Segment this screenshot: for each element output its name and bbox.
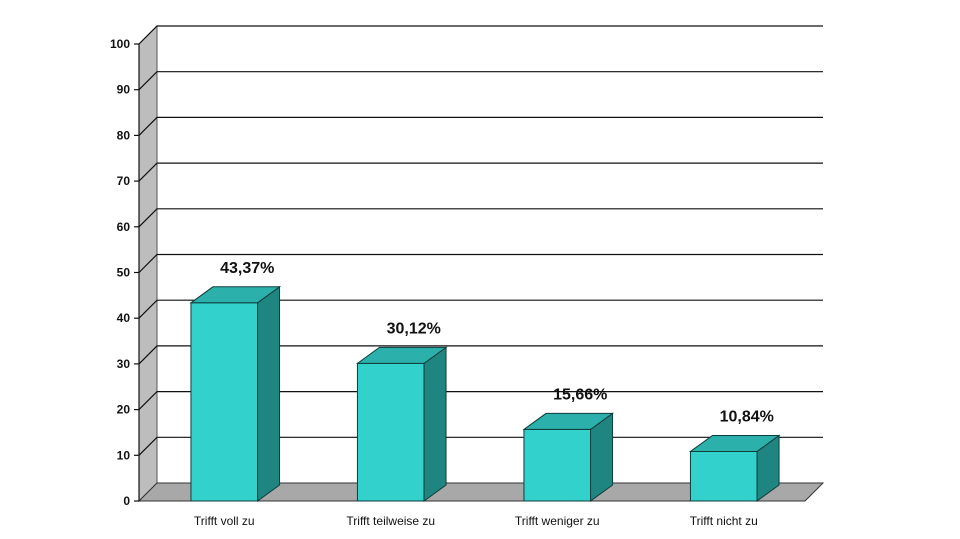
y-tick-label: 10	[117, 448, 131, 462]
gridline	[138, 116, 823, 136]
bar-front	[689, 450, 758, 502]
gridline	[138, 391, 823, 411]
y-tick-label: 0	[123, 494, 130, 508]
gridline	[138, 71, 823, 91]
bar-front	[356, 362, 425, 502]
bar-top	[522, 412, 615, 430]
gridlines	[138, 25, 823, 456]
y-tick-label: 70	[117, 174, 131, 188]
gridline	[138, 345, 823, 365]
data-label: 10,84%	[720, 408, 774, 425]
data-label: 30,12%	[387, 320, 441, 337]
bar-side	[257, 285, 281, 502]
bar-top	[189, 286, 282, 304]
y-tick-label: 90	[117, 83, 131, 97]
bar-top	[688, 434, 781, 452]
y-tick-label: 40	[117, 311, 131, 325]
data-labels: 43,37% 30,12% 15,66% 10,84%	[220, 260, 774, 426]
data-label: 15,66%	[553, 386, 607, 403]
bar	[522, 412, 615, 502]
x-tick-label: Trifft voll zu	[194, 514, 255, 528]
gridline	[138, 208, 823, 228]
x-tick-label: Trifft teilweise zu	[346, 514, 435, 528]
bars	[189, 285, 781, 502]
y-tick-label: 30	[117, 357, 131, 371]
bar	[688, 434, 781, 502]
y-tick-label: 80	[117, 128, 131, 142]
bar	[355, 346, 448, 502]
x-tick-label: Trifft nicht zu	[690, 514, 758, 528]
gridline	[138, 253, 823, 273]
y-tick-label: 100	[110, 37, 130, 51]
y-axis: 0 10 20 30 40 50 60 70 80 90 100	[110, 37, 140, 508]
gridline	[138, 299, 823, 319]
bar-side	[423, 346, 447, 502]
gridline	[138, 25, 823, 45]
bar-front	[190, 302, 259, 502]
data-label: 43,37%	[220, 260, 274, 277]
y-tick-label: 20	[117, 403, 131, 417]
bar-front	[523, 428, 592, 502]
y-tick-label: 60	[117, 220, 131, 234]
y-tick-label: 50	[117, 266, 131, 280]
bar-top	[355, 346, 448, 364]
x-tick-label: Trifft weniger zu	[515, 514, 600, 528]
gridline	[138, 162, 823, 182]
x-axis: Trifft voll zu Trifft teilweise zu Trifft …	[194, 514, 758, 528]
bar	[189, 285, 282, 502]
